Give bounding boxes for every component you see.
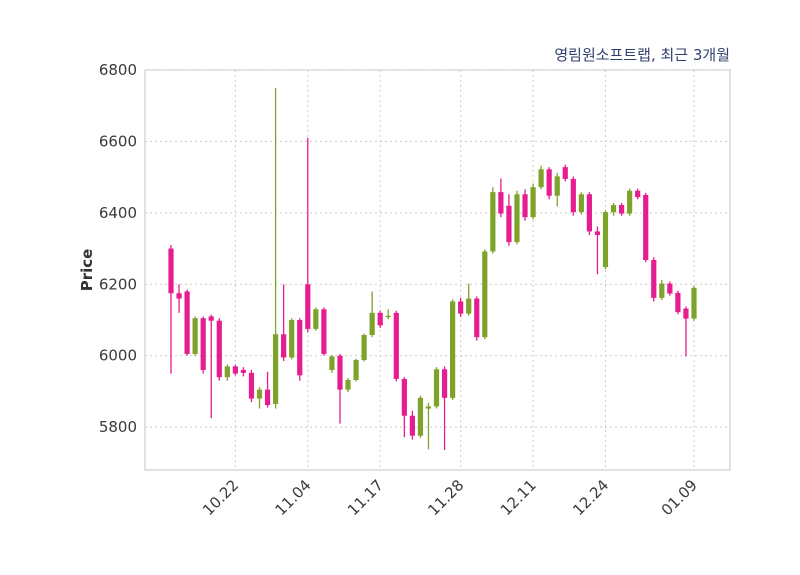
candle-body-up xyxy=(450,301,456,398)
candle-body-down xyxy=(506,205,512,243)
candle-body-down xyxy=(635,190,641,198)
candle-body-down xyxy=(618,205,625,214)
y-tick-label: 5800 xyxy=(99,418,137,436)
plot-border xyxy=(144,69,731,471)
y-tick-label: 6800 xyxy=(99,61,137,79)
chart-title: 영림원소프트랩, 최근 3개월 xyxy=(554,46,730,64)
x-tick-label: 01.09 xyxy=(658,476,701,519)
candle-body-down xyxy=(594,231,601,235)
y-tick-label: 6000 xyxy=(99,347,137,365)
x-tick-label: 10.22 xyxy=(199,476,242,519)
x-tick-label: 12.11 xyxy=(497,476,540,519)
candle-body-down xyxy=(441,369,448,398)
candle-body-up xyxy=(514,194,520,243)
candle-body-down xyxy=(377,312,383,326)
y-tick-label: 6400 xyxy=(99,204,137,222)
candle-body-up xyxy=(482,251,488,338)
candle-body-up xyxy=(313,309,319,329)
y-tick-label: 6600 xyxy=(99,132,137,150)
candle-body-up xyxy=(361,335,367,360)
candle-body-down xyxy=(401,378,407,416)
candle-body-down xyxy=(240,370,247,373)
candle-body-up xyxy=(691,287,697,319)
candle-body-up xyxy=(289,320,295,358)
candle-body-down xyxy=(683,308,689,319)
candle-body-down xyxy=(522,194,528,218)
candle-body-up xyxy=(578,194,584,213)
candle-body-up xyxy=(530,187,536,218)
candle-body-down xyxy=(337,355,343,390)
candle-body-down xyxy=(208,316,214,321)
candle-body-up xyxy=(345,380,351,390)
x-tick-label: 11.28 xyxy=(424,476,467,519)
candle-body-down xyxy=(305,284,311,329)
candle-body-down xyxy=(586,194,592,232)
candle-body-down xyxy=(168,248,174,294)
candle-body-up xyxy=(273,334,279,404)
candle-body-down xyxy=(297,320,303,376)
candle-body-down xyxy=(409,415,415,436)
candle-body-down xyxy=(546,169,552,196)
candle-body-down xyxy=(458,301,464,314)
candle-body-down xyxy=(321,309,327,354)
candle-body-up xyxy=(627,190,633,214)
candle-body-up xyxy=(417,397,424,436)
candle-body-up xyxy=(554,176,560,196)
candle-body-down xyxy=(498,192,504,214)
candle-body-down xyxy=(184,291,190,354)
candle-body-down xyxy=(393,312,399,379)
candle-body-up xyxy=(329,356,335,370)
candle-body-up xyxy=(385,315,391,318)
candle-body-up xyxy=(466,298,472,314)
candle-body-down xyxy=(667,283,673,294)
y-tick-label: 6200 xyxy=(99,275,137,293)
candle-body-down xyxy=(281,334,287,358)
candle-body-down xyxy=(651,260,657,298)
candle-body-up xyxy=(659,283,665,298)
x-tick-label: 11.17 xyxy=(344,476,387,519)
candle-body-down xyxy=(176,293,182,299)
candle-body-up xyxy=(369,312,375,335)
candle-body-down xyxy=(216,320,222,378)
candle-body-up xyxy=(538,169,544,188)
candle-body-down xyxy=(264,389,271,405)
candle-body-down xyxy=(232,366,238,374)
candle-body-up xyxy=(224,366,230,378)
candle-body-up xyxy=(353,360,359,380)
candle-body-down xyxy=(248,372,255,399)
candle-body-down xyxy=(474,298,480,338)
candle-body-up xyxy=(602,212,609,268)
candle-body-up xyxy=(256,389,263,399)
candle-body-down xyxy=(675,292,681,313)
x-tick-label: 12.24 xyxy=(569,476,612,519)
candle-body-up xyxy=(192,318,198,354)
y-axis-label: Price xyxy=(78,248,96,292)
candle-body-down xyxy=(643,195,649,260)
candle-body-up xyxy=(610,205,617,213)
candle-body-up xyxy=(490,192,496,252)
candle-body-down xyxy=(570,178,576,213)
candle-body-down xyxy=(200,318,206,370)
x-tick-label: 11.04 xyxy=(272,476,315,519)
candle-body-down xyxy=(562,167,568,179)
candle-body-up xyxy=(425,406,432,409)
candle-body-up xyxy=(433,369,440,407)
